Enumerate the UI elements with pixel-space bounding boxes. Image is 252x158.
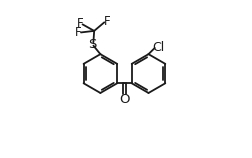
Text: Cl: Cl (152, 40, 165, 54)
Text: F: F (103, 15, 110, 28)
Text: F: F (75, 26, 82, 39)
Text: S: S (88, 38, 97, 51)
Text: F: F (77, 17, 83, 30)
Text: O: O (119, 93, 130, 106)
